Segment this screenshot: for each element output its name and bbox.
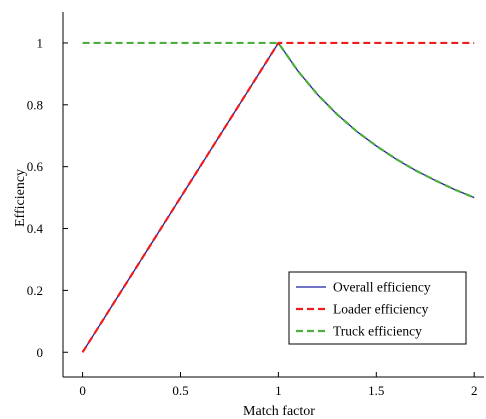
- legend-item-overall: Overall efficiency: [296, 280, 431, 295]
- plot-frame: [62, 12, 484, 378]
- x-tick-label: 1.5: [368, 383, 384, 398]
- legend-label-loader: Loader efficiency: [333, 302, 429, 317]
- y-tick-label: 1: [37, 35, 44, 50]
- y-tick-label: 0.8: [27, 97, 43, 112]
- legend: Overall efficiency Loader efficiency Tru…: [288, 271, 467, 345]
- y-tick-label: 0.4: [27, 221, 44, 236]
- y-axis-title: Efficiency: [13, 169, 28, 227]
- y-tick-label: 0: [37, 345, 44, 360]
- y-tick-label: 0.6: [27, 159, 44, 174]
- x-tick-label: 0: [79, 383, 86, 398]
- series-layer: [81, 41, 475, 353]
- legend-label-overall: Overall efficiency: [333, 280, 431, 295]
- y-axis-ticks: 0 0.2 0.4 0.6 0.8 1: [27, 35, 68, 360]
- legend-item-loader: Loader efficiency: [296, 302, 429, 317]
- x-axis-title: Match factor: [243, 404, 315, 419]
- x-tick-label: 0.5: [172, 383, 188, 398]
- series-line-loader-efficiency: [81, 41, 475, 353]
- legend-label-truck: Truck efficiency: [333, 324, 422, 339]
- x-tick-label: 1: [275, 383, 282, 398]
- x-tick-label: 2: [471, 383, 478, 398]
- y-tick-label: 0.2: [27, 283, 43, 298]
- x-axis-ticks: 0 0.5 1 1.5 2: [79, 372, 477, 398]
- legend-item-truck: Truck efficiency: [296, 324, 422, 339]
- series-line-truck-efficiency: [82, 41, 475, 199]
